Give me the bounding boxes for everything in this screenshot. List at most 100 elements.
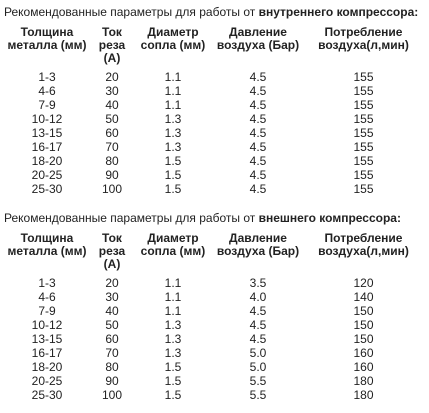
table-cell: 1-3 [38, 70, 56, 84]
table-cell: 18-20 [31, 154, 63, 168]
table-cell: 20 [105, 276, 119, 290]
table-cell: 1.5 [164, 154, 182, 168]
table-cell: 40 [105, 98, 119, 112]
header-row: Толщина металла (мм) Ток реза (А) Диаметр … [2, 26, 425, 70]
table-cell: 155 [353, 112, 374, 126]
table-cell: 1.5 [164, 168, 182, 182]
table-cell: 1.3 [164, 346, 182, 360]
table-cell: 1.1 [164, 98, 182, 112]
table-cell: 16-17 [31, 140, 63, 154]
table-cell: 100 [101, 388, 123, 402]
table-cell: 1.5 [164, 374, 182, 388]
table-cell: 50 [105, 318, 119, 332]
column-header: Давление воздуха (Бар) [216, 231, 300, 258]
table-cell: 7-9 [38, 98, 56, 112]
column-header: Толщина металла (мм) [7, 231, 87, 258]
table-cell: 18-20 [31, 360, 63, 374]
table-cell: 10-12 [31, 318, 63, 332]
table-cell: 13-15 [31, 332, 63, 346]
column-header: Давление воздуха (Бар) [216, 25, 300, 52]
table-cell: 155 [353, 84, 374, 98]
table-cell: 60 [105, 126, 119, 140]
table-cell: 4.5 [249, 98, 267, 112]
table-cell: 1.1 [164, 70, 182, 84]
table-cell: 4.5 [249, 304, 267, 318]
table-cell: 4.5 [249, 140, 267, 154]
table-row: 20-25 90 1.5 4.5 155 [2, 168, 425, 182]
table-cell: 4-6 [38, 84, 56, 98]
table-cell: 60 [105, 332, 119, 346]
table-cell: 155 [353, 126, 374, 140]
table-cell: 80 [105, 360, 119, 374]
table-cell: 13-15 [31, 126, 63, 140]
table-cell: 4.5 [249, 332, 267, 346]
column-header: Потребление воздуха(л,мин) [318, 231, 409, 258]
table-cell: 25-30 [31, 182, 63, 196]
table-cell: 155 [353, 140, 374, 154]
params-table: Толщина металла (мм) Ток реза (А) Диаметр … [2, 26, 425, 197]
table-cell: 50 [105, 112, 119, 126]
column-header: Диаметр сопла (мм) [140, 231, 206, 258]
table-row: 7-9 40 1.1 4.5 150 [2, 304, 425, 318]
heading-text: Рекомендованные параметры для работы от [4, 5, 259, 19]
table-cell: 80 [105, 154, 119, 168]
table-cell: 20-25 [31, 168, 63, 182]
table-cell: 1.3 [164, 126, 182, 140]
table-row: 10-12 50 1.3 4.5 155 [2, 112, 425, 126]
table-cell: 4.5 [249, 168, 267, 182]
table-cell: 150 [353, 304, 374, 318]
table-cell: 180 [353, 388, 374, 402]
table-cell: 1.3 [164, 112, 182, 126]
table-cell: 10-12 [31, 112, 63, 126]
table-cell: 155 [353, 168, 374, 182]
table-cell: 1.5 [164, 182, 182, 196]
table-cell: 5.0 [249, 346, 267, 360]
table-cell: 20 [105, 70, 119, 84]
column-header: Ток реза (А) [98, 25, 126, 65]
table-cell: 140 [353, 290, 374, 304]
table-cell: 3.5 [249, 276, 267, 290]
table-cell: 160 [353, 360, 374, 374]
table-cell: 4.5 [249, 112, 267, 126]
section-heading: Рекомендованные параметры для работы от … [4, 211, 401, 225]
table-cell: 180 [353, 374, 374, 388]
table-cell: 1.3 [164, 140, 182, 154]
table-cell: 1.5 [164, 360, 182, 374]
table-cell: 1.3 [164, 318, 182, 332]
table-row: 18-20 80 1.5 5.0 160 [2, 360, 425, 374]
table-cell: 7-9 [38, 304, 56, 318]
table-cell: 1.5 [164, 388, 182, 402]
table-row: 1-3 20 1.1 3.5 120 [2, 276, 425, 290]
table-cell: 4.5 [249, 84, 267, 98]
table-cell: 160 [353, 346, 374, 360]
table-cell: 20-25 [31, 374, 63, 388]
table-cell: 1.3 [164, 332, 182, 346]
column-header: Ток реза (А) [98, 231, 126, 271]
table-cell: 5.0 [249, 360, 267, 374]
table-row: 25-30 100 1.5 5.5 180 [2, 388, 425, 402]
table-cell: 155 [353, 154, 374, 168]
table-row: 13-15 60 1.3 4.5 155 [2, 126, 425, 140]
table-cell: 40 [105, 304, 119, 318]
table-cell: 4.5 [249, 154, 267, 168]
table-cell: 1.1 [164, 290, 182, 304]
heading-bold: внешнего компрессора: [258, 211, 401, 225]
table-cell: 90 [105, 374, 119, 388]
table-cell: 155 [353, 182, 374, 196]
table-row: 25-30 100 1.5 4.5 155 [2, 182, 425, 196]
table-cell: 5.5 [249, 388, 267, 402]
table-cell: 4.0 [249, 290, 267, 304]
table-row: 4-6 30 1.1 4.0 140 [2, 290, 425, 304]
table-cell: 1-3 [38, 276, 56, 290]
table-cell: 4.5 [249, 318, 267, 332]
table-cell: 70 [105, 346, 119, 360]
table-cell: 30 [105, 290, 119, 304]
table-cell: 155 [353, 70, 374, 84]
table-row: 16-17 70 1.3 5.0 160 [2, 346, 425, 360]
table-row: 1-3 20 1.1 4.5 155 [2, 70, 425, 84]
heading-text: Рекомендованные параметры для работы от [4, 211, 259, 225]
table-cell: 155 [353, 98, 374, 112]
table-cell: 150 [353, 318, 374, 332]
section-heading: Рекомендованные параметры для работы от … [4, 5, 418, 19]
